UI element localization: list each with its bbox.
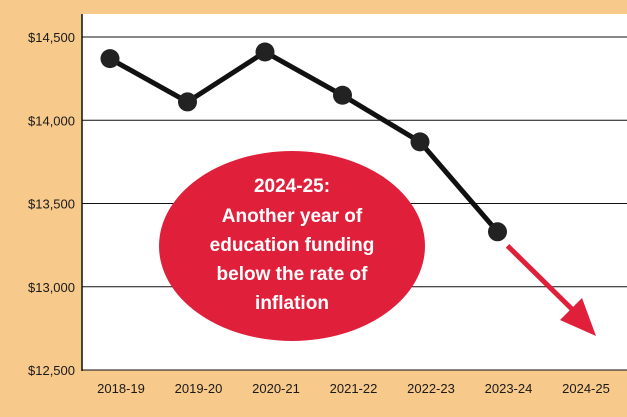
x-tick-label: 2020-21 — [252, 381, 300, 396]
trend-arrow-head — [560, 298, 596, 336]
data-point — [488, 222, 507, 242]
x-tick-label: 2023-24 — [485, 381, 533, 396]
callout: 2024-25: Another year of education fundi… — [159, 151, 425, 341]
trend-arrow-shaft — [505, 244, 584, 321]
y-tick-label: $13,500 — [28, 197, 75, 212]
x-tick-label: 2022-23 — [407, 381, 455, 396]
x-tick-label: 2024-25 — [562, 381, 610, 396]
callout-line-5: inflation — [255, 293, 329, 314]
y-tick-label: $13,000 — [28, 280, 75, 295]
x-tick-label: 2021-22 — [330, 381, 378, 396]
callout-ellipse — [159, 151, 425, 341]
x-tick-label: 2018-19 — [97, 381, 145, 396]
y-tick-label: $12,500 — [28, 363, 75, 378]
trend-arrow — [505, 244, 596, 336]
data-point — [178, 92, 197, 112]
x-tick-label: 2019-20 — [175, 381, 223, 396]
series — [100, 42, 507, 242]
callout-line-1: 2024-25: — [254, 176, 330, 197]
callout-line-2: Another year of — [222, 206, 363, 227]
data-point — [333, 85, 352, 105]
x-axis-ticks: 2018-19 2019-20 2020-21 2021-22 2022-23 2023-… — [97, 381, 610, 396]
data-point — [100, 49, 120, 69]
y-axis-ticks: $14,500 $14,000 $13,500 $13,000 $12,500 — [28, 30, 75, 378]
y-tick-label: $14,000 — [28, 113, 75, 128]
callout-line-3: education funding — [210, 235, 375, 256]
series-line — [108, 49, 500, 234]
y-tick-label: $14,500 — [28, 30, 75, 45]
callout-line-4: below the rate of — [217, 264, 369, 285]
data-point — [410, 132, 430, 152]
data-point — [255, 42, 275, 62]
